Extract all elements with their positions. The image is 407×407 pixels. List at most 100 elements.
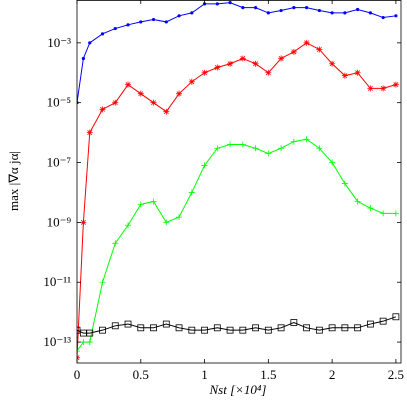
marker [150, 198, 157, 205]
marker [162, 320, 170, 328]
marker [80, 219, 87, 226]
marker [279, 8, 283, 13]
marker [151, 17, 156, 22]
marker [215, 2, 219, 6]
marker [214, 64, 221, 71]
y-tick-label: 10⁻¹¹ [43, 274, 71, 289]
x-tick-label: 1.5 [260, 367, 276, 382]
marker [330, 11, 334, 15]
marker [150, 324, 157, 332]
marker [99, 326, 106, 334]
marker [163, 219, 170, 226]
marker [392, 81, 399, 88]
marker [356, 7, 360, 12]
marker [316, 46, 323, 53]
marker [265, 69, 272, 76]
marker [290, 138, 297, 145]
x-tick-label: 2.5 [388, 367, 404, 382]
marker [380, 85, 387, 92]
marker [277, 324, 285, 332]
marker [81, 56, 85, 61]
y-tick-label: 10⁻³ [47, 35, 71, 50]
marker [329, 159, 336, 166]
marker [392, 210, 399, 217]
marker [290, 48, 297, 55]
x-tick-label: 2 [329, 367, 336, 382]
marker [99, 106, 106, 113]
marker [368, 11, 372, 15]
marker [86, 329, 94, 337]
marker [175, 324, 183, 332]
marker [112, 240, 119, 247]
y-tick-label: 10⁻⁷ [47, 155, 71, 170]
marker [77, 348, 80, 355]
marker [86, 339, 93, 346]
marker [227, 60, 234, 67]
marker [317, 8, 321, 13]
marker [188, 189, 195, 196]
marker [367, 205, 374, 212]
marker [252, 145, 259, 152]
marker [354, 324, 362, 332]
marker [239, 55, 246, 62]
marker [176, 214, 183, 221]
series-line [77, 316, 397, 334]
marker [139, 20, 143, 24]
plot-frame [76, 0, 402, 364]
marker [164, 20, 168, 24]
marker [316, 145, 323, 152]
marker [252, 60, 259, 67]
plot-area [77, 1, 400, 361]
marker [239, 141, 246, 148]
marker [88, 41, 92, 45]
marker [112, 99, 119, 106]
marker [392, 313, 400, 321]
series-line [77, 42, 397, 358]
y-tick-label: 10⁻⁹ [47, 214, 72, 229]
marker [354, 69, 361, 76]
marker [253, 6, 258, 10]
marker [366, 320, 374, 328]
marker [290, 319, 298, 326]
marker [99, 279, 106, 286]
marker [305, 6, 309, 10]
x-tick-label: 1 [201, 367, 208, 382]
marker [265, 150, 272, 157]
marker [176, 90, 183, 97]
marker [341, 324, 349, 332]
marker [137, 201, 144, 208]
marker [341, 180, 348, 187]
marker [228, 1, 232, 5]
marker [125, 222, 132, 229]
marker [227, 141, 234, 148]
marker [303, 39, 310, 46]
y-axis-label: max |∇α jα| [6, 151, 21, 211]
marker [177, 14, 181, 18]
marker [214, 145, 221, 152]
marker [190, 11, 194, 15]
marker [124, 320, 132, 328]
marker [163, 108, 170, 115]
marker [278, 55, 285, 62]
marker [266, 11, 270, 15]
series-line [77, 2, 396, 103]
marker [125, 81, 132, 88]
marker [394, 14, 398, 18]
marker [111, 322, 119, 330]
marker [303, 324, 311, 332]
x-tick-label: 0 [74, 367, 81, 382]
marker [381, 15, 385, 20]
marker [341, 72, 348, 79]
marker [226, 326, 234, 334]
marker [201, 162, 208, 169]
marker [367, 85, 374, 92]
x-axis-label: Nst [×10⁴] [208, 382, 266, 397]
marker [241, 6, 245, 10]
marker [188, 326, 196, 334]
marker [201, 69, 208, 76]
marker [201, 326, 208, 334]
marker [126, 23, 130, 27]
marker [343, 11, 347, 15]
y-tick-label: 10⁻¹³ [43, 334, 71, 349]
